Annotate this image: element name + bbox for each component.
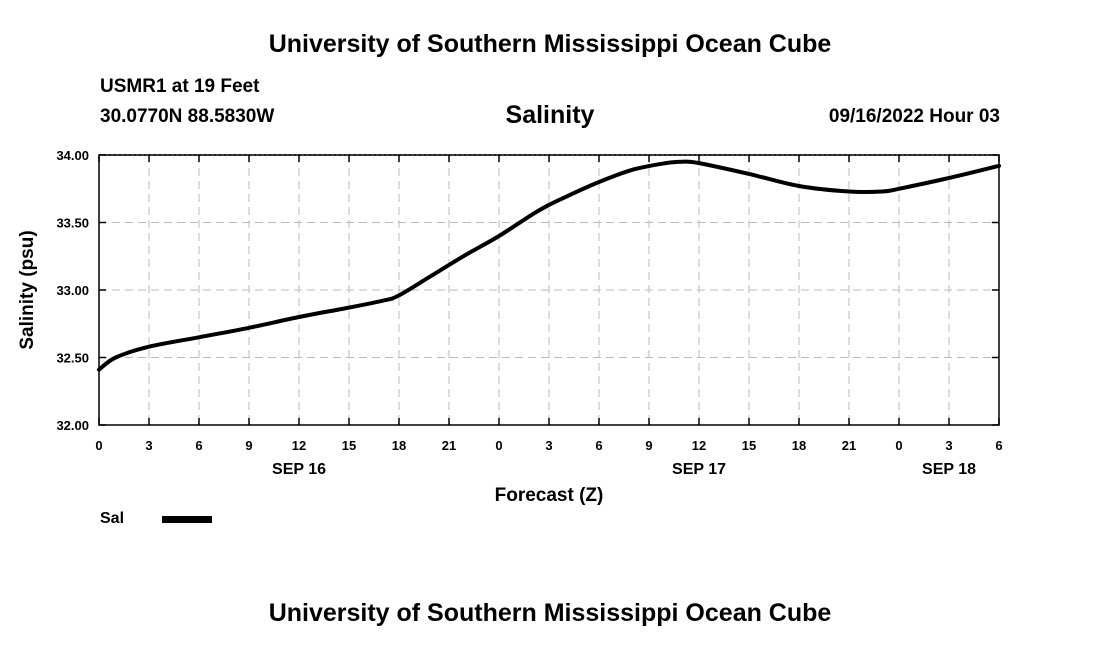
y-tick-label: 34.00 — [56, 148, 89, 163]
date-label: SEP 17 — [672, 461, 726, 478]
y-tick-label: 33.00 — [56, 283, 89, 298]
y-tick-label: 32.50 — [56, 351, 89, 366]
x-tick-label: 21 — [842, 438, 856, 453]
salinity-series-line — [97, 159, 1001, 372]
legend-line-swatch — [162, 516, 212, 523]
chart-title: University of Southern Mississippi Ocean… — [268, 30, 832, 58]
forecast-datetime: 09/16/2022 Hour 03 — [828, 106, 1000, 127]
x-tick-label: 9 — [245, 438, 252, 453]
x-axis-label: Forecast (Z) — [495, 485, 604, 506]
x-tick-label: 18 — [792, 438, 806, 453]
x-tick-label: 6 — [595, 438, 602, 453]
x-tick-label: 18 — [392, 438, 406, 453]
x-tick-label: 3 — [945, 438, 952, 453]
x-tick-label: 0 — [495, 438, 502, 453]
date-label: SEP 16 — [272, 461, 326, 478]
station-label: USMR1 at 19 Feet — [100, 76, 260, 97]
x-tick-label: 6 — [995, 438, 1002, 453]
variable-title: Salinity — [505, 101, 595, 129]
footer-title: University of Southern Mississippi Ocean… — [268, 599, 832, 627]
x-tick-label: 9 — [645, 438, 652, 453]
x-tick-label: 6 — [195, 438, 202, 453]
x-tick-label: 0 — [895, 438, 902, 453]
y-axis-label: Salinity (psu) — [17, 230, 38, 349]
date-label: SEP 18 — [922, 461, 976, 478]
tick-labels: 0 3 6 9 12 15 18 21 0 3 6 9 12 15 18 21 0 3 6 32.00 32.50 33.… — [56, 148, 1002, 478]
x-tick-label: 12 — [692, 438, 706, 453]
grid-lines — [99, 154, 999, 425]
x-tick-label: 21 — [442, 438, 456, 453]
legend-label: Sal — [100, 510, 125, 527]
x-tick-label: 3 — [145, 438, 152, 453]
x-tick-label: 15 — [342, 438, 356, 453]
x-tick-label: 15 — [742, 438, 756, 453]
axis-ticks — [98, 154, 1000, 426]
y-tick-label: 32.00 — [56, 418, 89, 433]
x-tick-label: 3 — [545, 438, 552, 453]
station-coordinates: 30.0770N 88.5830W — [100, 106, 275, 127]
x-tick-label: 12 — [292, 438, 306, 453]
y-tick-label: 33.50 — [56, 216, 89, 231]
x-tick-label: 0 — [95, 438, 102, 453]
